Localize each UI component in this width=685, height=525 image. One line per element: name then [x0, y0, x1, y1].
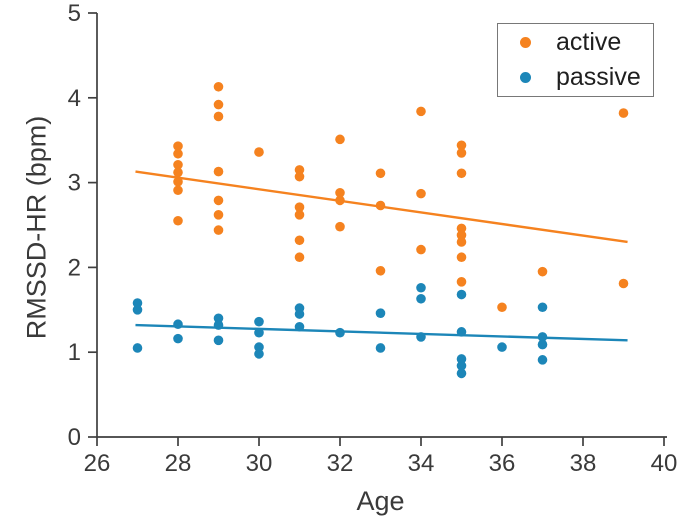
- y-axis-label: RMSSD-HR (bpm): [21, 115, 52, 340]
- passive-scatter-point: [456, 289, 467, 300]
- passive-scatter-point: [213, 335, 224, 346]
- active-scatter-point: [294, 252, 305, 263]
- passive-scatter-point: [375, 343, 386, 353]
- active-scatter-point: [618, 108, 629, 118]
- x-tick-label: 26: [84, 450, 111, 477]
- passive-scatter-point: [456, 360, 467, 371]
- passive-scatter-point: [456, 354, 467, 364]
- active-scatter-point: [173, 215, 183, 226]
- active-scatter-point: [375, 265, 386, 276]
- active-scatter-point: [254, 147, 264, 157]
- x-tick-label: 30: [246, 450, 273, 477]
- active-scatter-point: [294, 202, 305, 212]
- passive-scatter-point: [375, 308, 386, 318]
- passive-scatter-point: [537, 339, 548, 350]
- active-scatter-point: [335, 134, 345, 145]
- legend-item-passive: passive: [498, 61, 653, 94]
- y-tick-label: 5: [68, 0, 81, 27]
- active-scatter-point: [456, 148, 467, 158]
- active-scatter-point: [456, 252, 467, 263]
- y-tick-label: 2: [68, 254, 81, 281]
- passive-scatter-point: [456, 368, 467, 379]
- active-scatter-point: [335, 221, 345, 232]
- active-scatter-point: [213, 166, 224, 177]
- active-scatter-point: [618, 278, 629, 289]
- active-scatter-point: [173, 167, 183, 178]
- active-scatter-point: [456, 168, 467, 179]
- active-scatter-point: [213, 225, 224, 235]
- legend-label-passive: passive: [556, 63, 641, 91]
- active-scatter-point: [173, 159, 183, 170]
- active-scatter-point: [294, 171, 305, 182]
- active-scatter-point: [213, 81, 224, 92]
- active-scatter-point: [335, 187, 345, 198]
- active-scatter-point: [294, 165, 305, 175]
- active-scatter-point: [456, 230, 467, 240]
- passive-scatter-point: [213, 313, 224, 324]
- active-scatter-point: [456, 223, 467, 234]
- passive-scatter-point: [416, 282, 426, 293]
- active-scatter-point: [213, 195, 224, 206]
- active-scatter-point: [213, 210, 224, 220]
- x-axis-label: Age: [356, 486, 405, 516]
- passive-scatter-point: [173, 333, 183, 344]
- x-tick-label: 36: [489, 450, 516, 477]
- x-tick-label: 32: [327, 450, 354, 477]
- x-tick-label: 34: [408, 450, 435, 477]
- passive-scatter-point: [416, 293, 426, 304]
- passive-scatter-point: [132, 343, 143, 353]
- active-scatter-point: [456, 237, 467, 247]
- active-scatter-point: [497, 302, 507, 313]
- active-scatter-point: [173, 148, 183, 159]
- x-tick-label: 38: [570, 450, 597, 477]
- passive-scatter-point: [497, 342, 507, 352]
- active-marker-icon: [520, 37, 531, 48]
- passive-trend-line: [135, 323, 628, 342]
- active-scatter-point: [375, 168, 386, 179]
- legend-label-active: active: [556, 28, 622, 56]
- active-scatter-point: [456, 140, 467, 151]
- passive-marker-icon: [520, 72, 531, 83]
- y-tick-label: 0: [68, 424, 81, 451]
- active-scatter-point: [213, 99, 224, 110]
- x-tick-label: 40: [651, 450, 678, 477]
- passive-scatter-point: [132, 305, 143, 315]
- y-tick-label: 3: [68, 170, 81, 197]
- passive-scatter-point: [254, 342, 264, 352]
- passive-scatter-point: [254, 327, 264, 338]
- active-scatter-point: [173, 176, 183, 187]
- passive-scatter-point: [254, 349, 264, 359]
- active-scatter-point: [537, 266, 548, 277]
- passive-scatter-point: [537, 302, 548, 313]
- y-tick-label: 4: [68, 85, 81, 112]
- legend: active passive: [497, 23, 654, 97]
- passive-scatter-point: [537, 355, 548, 365]
- x-tick-label: 28: [165, 450, 192, 477]
- active-trend-line: [135, 170, 628, 244]
- active-scatter-point: [294, 235, 305, 246]
- active-scatter-point: [456, 277, 467, 287]
- active-scatter-point: [173, 141, 183, 151]
- active-scatter-point: [416, 106, 426, 117]
- active-scatter-point: [294, 210, 305, 220]
- active-scatter-point: [416, 188, 426, 199]
- y-tick-label: 1: [68, 339, 81, 366]
- active-scatter-point: [416, 244, 426, 255]
- passive-scatter-point: [254, 316, 264, 327]
- active-scatter-point: [173, 185, 183, 196]
- legend-item-active: active: [498, 26, 653, 59]
- passive-scatter-point: [132, 298, 143, 308]
- passive-scatter-point: [294, 309, 305, 319]
- active-scatter-point: [213, 111, 224, 122]
